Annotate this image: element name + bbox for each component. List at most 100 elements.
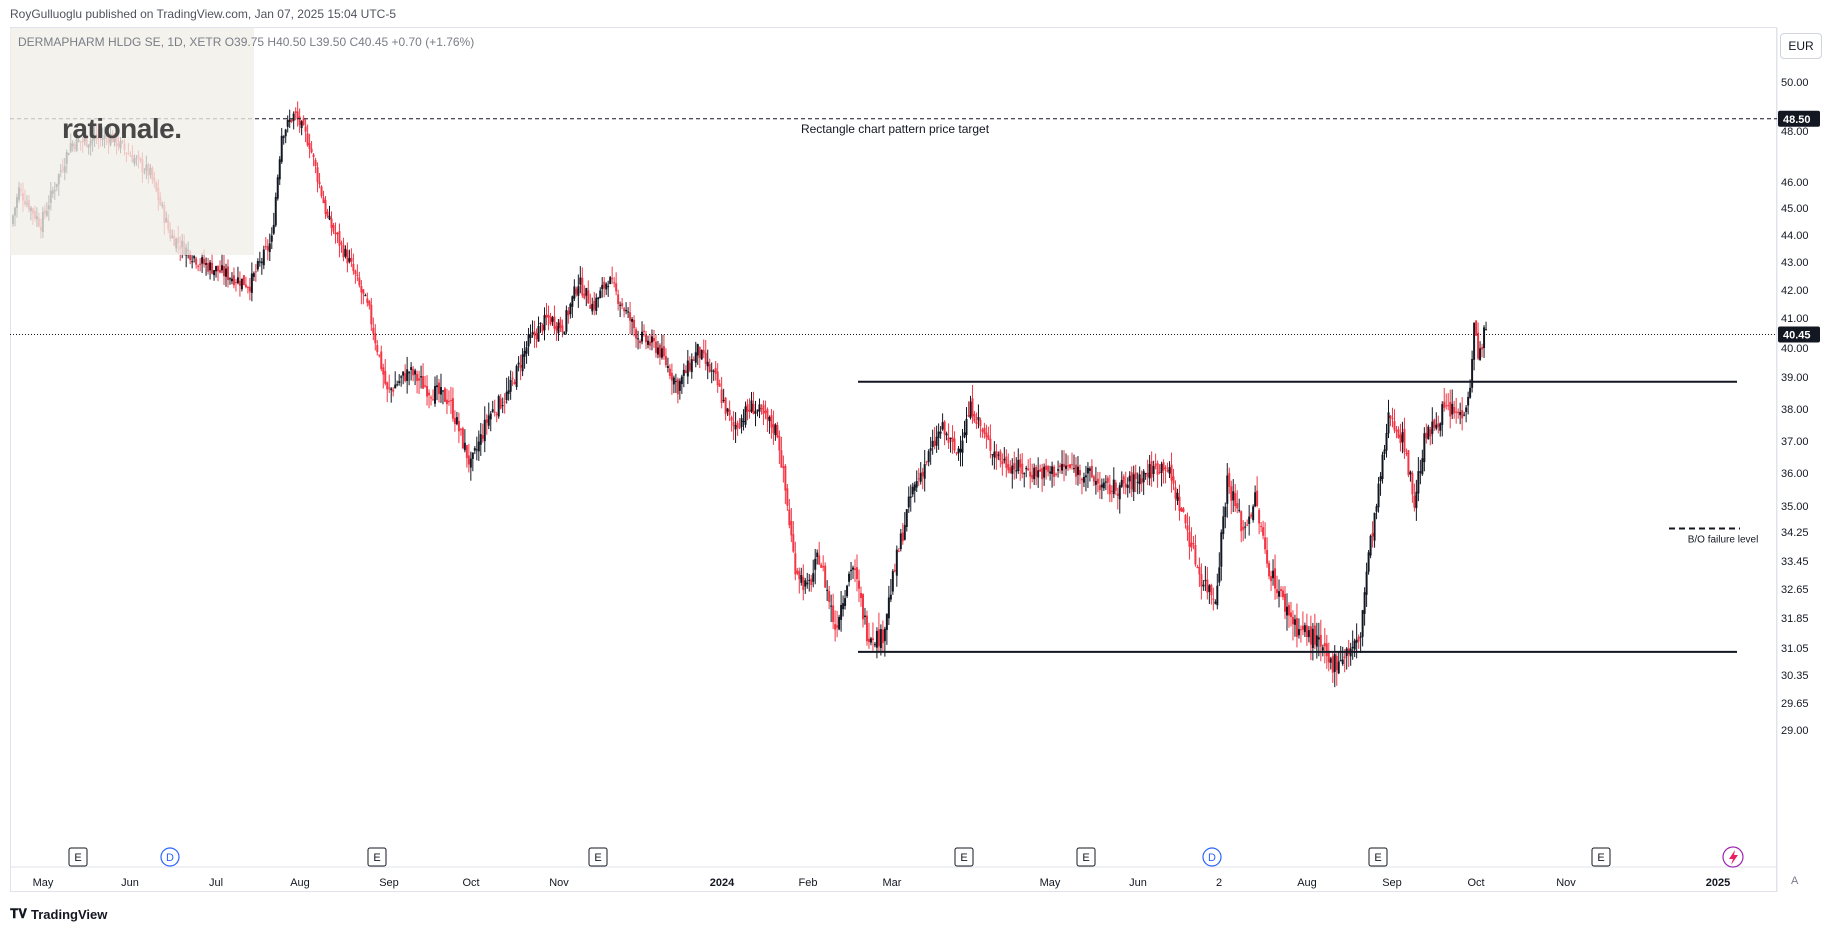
candle-body <box>706 361 709 367</box>
candle-body <box>877 629 880 647</box>
candle-body <box>1029 471 1032 477</box>
dividend-marker[interactable] <box>160 847 180 867</box>
x-tick-label: Mar <box>883 877 902 889</box>
earnings-marker[interactable] <box>1591 847 1611 867</box>
candle-body <box>1475 320 1478 336</box>
candle-body <box>262 249 265 266</box>
candle-body <box>1423 433 1426 463</box>
candle-body <box>406 369 409 382</box>
candle-body <box>539 322 542 325</box>
candle-body <box>1152 465 1155 475</box>
candle-body <box>963 432 966 438</box>
candle-body <box>652 337 655 342</box>
candle-body <box>529 334 532 339</box>
candle-body <box>1313 625 1316 645</box>
candle-body <box>1212 598 1215 600</box>
x-tick-label: 2025 <box>1706 877 1730 889</box>
candle-body <box>320 186 323 197</box>
candle-body <box>678 380 681 391</box>
candle-body <box>953 438 956 451</box>
log-scale-button[interactable]: A <box>1791 875 1799 887</box>
candle-body <box>1329 658 1332 663</box>
y-tick-label: 32.65 <box>1781 584 1809 596</box>
earnings-marker[interactable] <box>954 847 974 867</box>
earnings-marker[interactable] <box>367 847 387 867</box>
candle-body <box>1190 542 1193 548</box>
candle-body <box>203 258 206 265</box>
candle-body <box>770 415 773 428</box>
candle-body <box>565 310 568 332</box>
currency-button[interactable]: EUR <box>1780 33 1822 59</box>
candle-body <box>744 406 747 425</box>
candle-body <box>308 143 311 149</box>
candle-body <box>1192 543 1195 545</box>
candle-body <box>525 347 528 354</box>
candle-body <box>1383 449 1386 454</box>
candle-body <box>889 594 892 600</box>
candle-body <box>1106 477 1109 483</box>
candle-body <box>856 567 859 580</box>
candle-body <box>762 404 765 414</box>
candle-body <box>396 384 399 386</box>
candle-body <box>1059 465 1062 468</box>
candle-body <box>1355 639 1358 643</box>
candle-body <box>911 486 914 495</box>
candle-body <box>836 625 839 628</box>
candle-body <box>370 304 373 325</box>
earnings-marker[interactable] <box>588 847 608 867</box>
candle-body <box>1260 525 1263 527</box>
candle-body <box>865 615 868 642</box>
symbol-ohlc-legend[interactable]: DERMAPHARM HLDG SE, 1D, XETR O39.75 H40.… <box>18 35 475 49</box>
target-line-label: Rectangle chart pattern price target <box>801 122 990 136</box>
candle-body <box>873 644 876 646</box>
candle-body <box>322 197 325 204</box>
candle-body <box>666 366 669 368</box>
y-tick-label: 31.85 <box>1781 613 1809 625</box>
candle-body <box>1082 476 1085 483</box>
candle-body <box>710 370 713 372</box>
y-tick-label: 31.05 <box>1781 643 1809 655</box>
candle-body <box>1122 476 1125 484</box>
price-badge <box>1778 326 1820 343</box>
tradingview-logo-icon[interactable]: 𝐓𝐕 <box>10 906 27 921</box>
earnings-marker-label: E <box>1082 852 1089 864</box>
x-tick-label: Nov <box>1556 877 1576 889</box>
candle-body <box>388 387 391 389</box>
candle-body <box>1019 459 1022 468</box>
candle-body <box>246 287 249 289</box>
footer-brand[interactable]: TradingView <box>31 906 108 922</box>
candle-body <box>191 261 194 263</box>
candle-body <box>955 452 958 454</box>
candle-body <box>923 464 926 479</box>
dividend-marker[interactable] <box>1202 847 1222 867</box>
candle-body <box>1305 625 1308 637</box>
candle-body <box>499 398 502 409</box>
x-tick-label: 2 <box>1216 877 1222 889</box>
earnings-marker[interactable] <box>1076 847 1096 867</box>
candle-body <box>420 376 423 378</box>
candle-body <box>766 409 769 420</box>
candle-body <box>607 286 610 288</box>
candle-body <box>1343 656 1346 659</box>
candle-body <box>1226 475 1229 504</box>
y-tick-label: 50.00 <box>1781 77 1809 89</box>
candle-body <box>310 148 313 153</box>
candle-body <box>611 278 614 280</box>
candle-body <box>507 390 510 394</box>
candle-body <box>350 257 353 262</box>
candle-body <box>915 481 918 488</box>
candle-body <box>390 388 393 391</box>
candle-body <box>219 269 222 273</box>
earnings-marker[interactable] <box>68 847 88 867</box>
y-tick-label: 30.35 <box>1781 670 1809 682</box>
candle-body <box>824 565 827 588</box>
candle-body <box>1485 329 1488 331</box>
y-tick-label: 39.00 <box>1781 372 1809 384</box>
y-tick-label: 36.00 <box>1781 468 1809 480</box>
candle-body <box>619 304 622 306</box>
candle-body <box>358 277 361 286</box>
candle-body <box>1435 424 1438 429</box>
earnings-marker[interactable] <box>1368 847 1388 867</box>
